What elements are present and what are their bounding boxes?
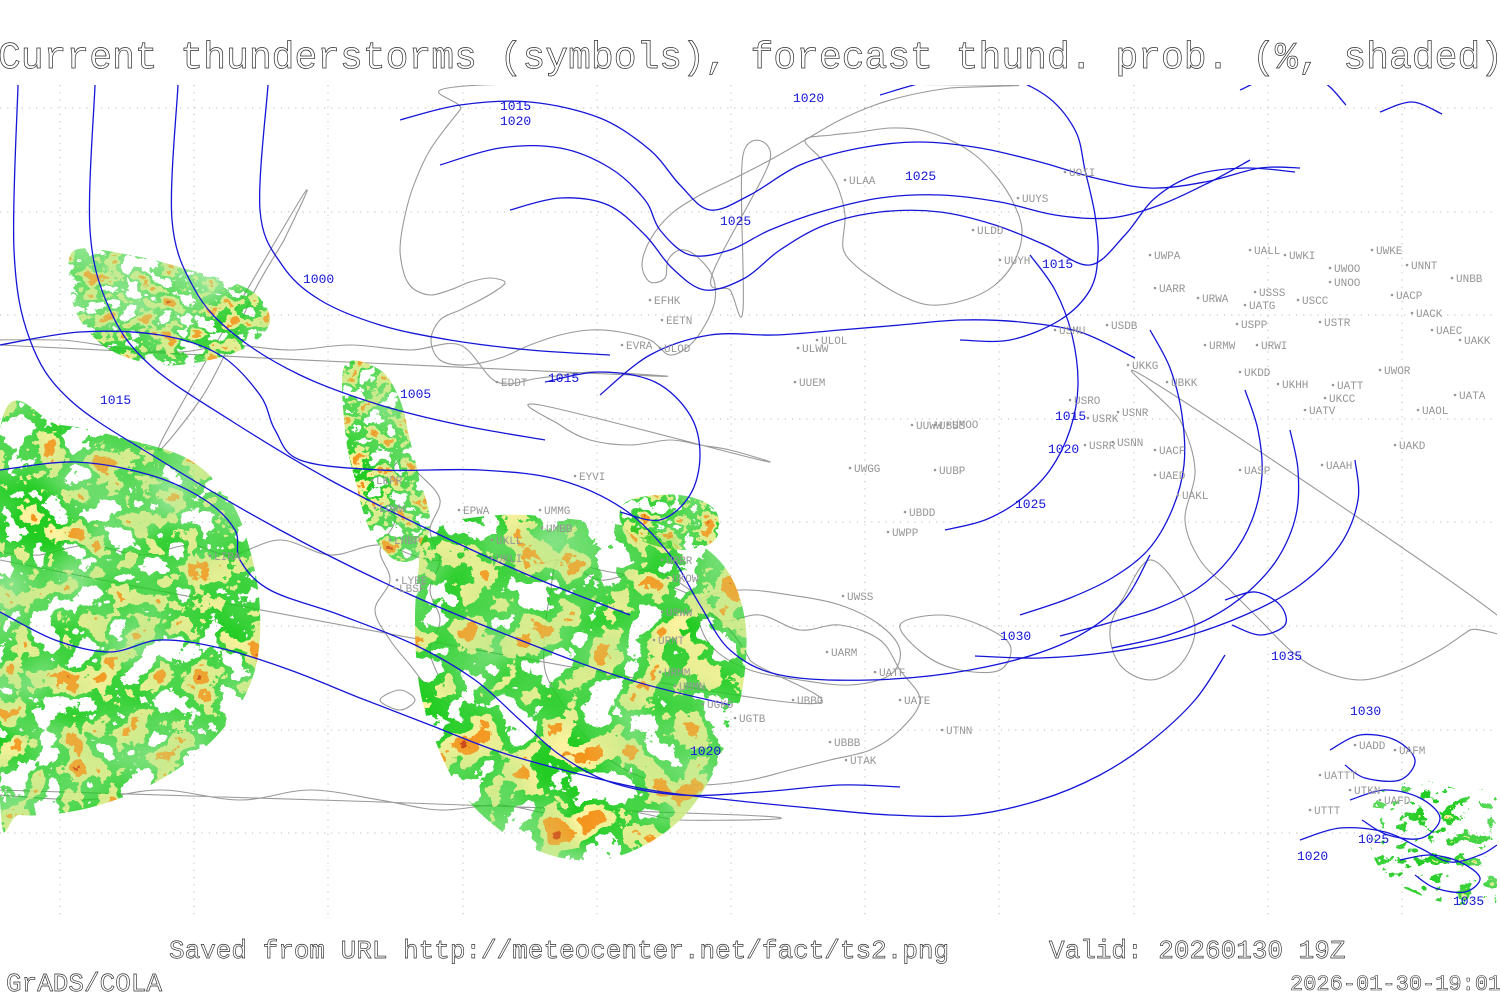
svg-text:GrADS/COLA: GrADS/COLA (6, 969, 162, 999)
svg-text:Saved from URL http://meteocen: Saved from URL http://meteocenter.net/fa… (169, 936, 949, 966)
svg-text:Valid: 20260130 19Z: Valid: 20260130 19Z (1049, 936, 1345, 966)
svg-text:2026-01-30-19:01: 2026-01-30-19:01 (1290, 972, 1500, 997)
